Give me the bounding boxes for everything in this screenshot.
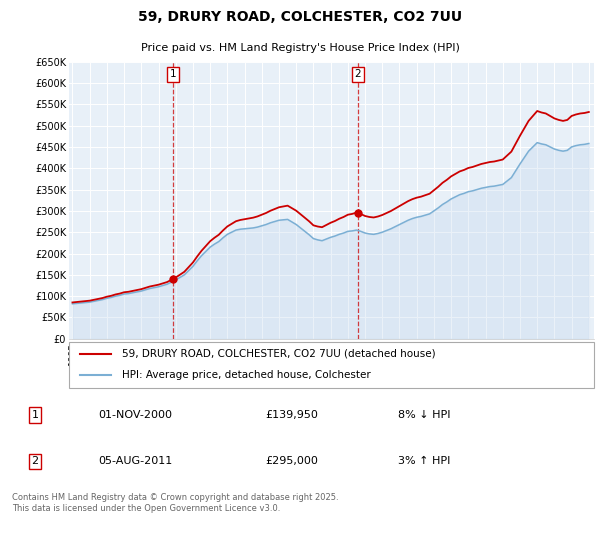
Text: 2: 2 xyxy=(31,456,38,466)
Text: 1: 1 xyxy=(169,69,176,80)
Text: 59, DRURY ROAD, COLCHESTER, CO2 7UU: 59, DRURY ROAD, COLCHESTER, CO2 7UU xyxy=(138,10,462,24)
Text: 3% ↑ HPI: 3% ↑ HPI xyxy=(398,456,450,466)
Text: 05-AUG-2011: 05-AUG-2011 xyxy=(98,456,173,466)
Text: 1: 1 xyxy=(32,410,38,420)
Text: £139,950: £139,950 xyxy=(265,410,319,420)
Text: £295,000: £295,000 xyxy=(265,456,319,466)
Text: Price paid vs. HM Land Registry's House Price Index (HPI): Price paid vs. HM Land Registry's House … xyxy=(140,43,460,53)
Text: 2: 2 xyxy=(355,69,361,80)
Text: Contains HM Land Registry data © Crown copyright and database right 2025.
This d: Contains HM Land Registry data © Crown c… xyxy=(12,493,338,513)
Text: HPI: Average price, detached house, Colchester: HPI: Average price, detached house, Colc… xyxy=(121,370,370,380)
Text: 8% ↓ HPI: 8% ↓ HPI xyxy=(398,410,451,420)
Text: 01-NOV-2000: 01-NOV-2000 xyxy=(98,410,172,420)
FancyBboxPatch shape xyxy=(69,342,594,388)
Text: 59, DRURY ROAD, COLCHESTER, CO2 7UU (detached house): 59, DRURY ROAD, COLCHESTER, CO2 7UU (det… xyxy=(121,349,435,359)
